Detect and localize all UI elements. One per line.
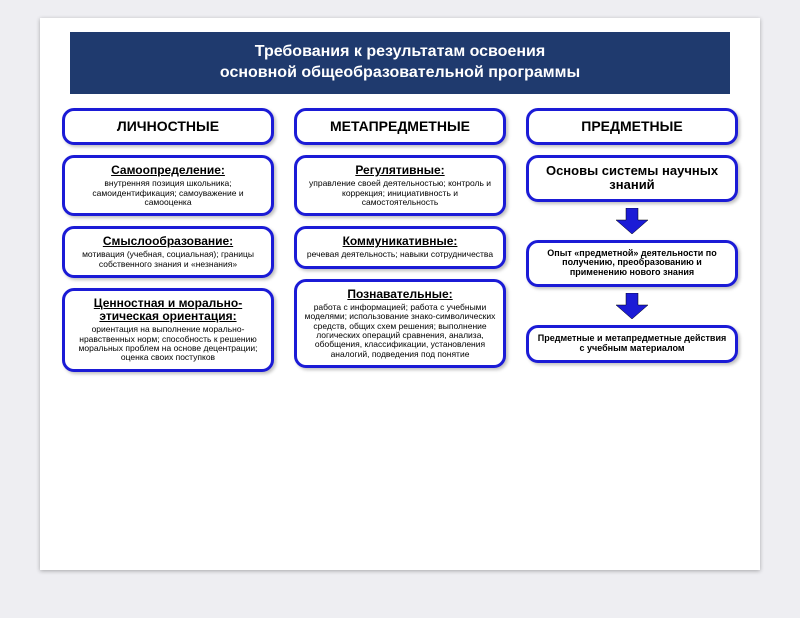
arrow-down-icon [526,208,738,234]
box-communicative: Коммуникативные: речевая деятельность; н… [294,226,506,269]
box-body: речевая деятельность; навыки сотрудничес… [303,250,497,259]
box-title: Смыслообразование: [71,235,265,248]
box-text: Основы системы научных знаний [535,164,729,193]
slide: Требования к результатам освоения основн… [40,18,760,570]
box-title: Коммуникативные: [303,235,497,248]
box-body: внутренняя позиция школьника; самоиденти… [71,179,265,207]
main-title: Требования к результатам освоения основн… [70,32,730,94]
columns-grid: ЛИЧНОСТНЫЕ Самоопределение: внутренняя п… [62,108,738,372]
title-line2: основной общеобразовательной программы [220,64,580,81]
box-body: ориентация на выполнение морально-нравст… [71,325,265,362]
box-self-determination: Самоопределение: внутренняя позиция школ… [62,155,274,216]
box-meaning: Смыслообразование: мотивация (учебная, с… [62,226,274,278]
box-body: мотивация (учебная, социальная); границы… [71,250,265,269]
header-meta: МЕТАПРЕДМЕТНЫЕ [294,108,506,145]
box-title: Регулятивные: [303,164,497,177]
box-title: Познавательные: [303,288,497,301]
box-title: Самоопределение: [71,164,265,177]
box-foundations: Основы системы научных знаний [526,155,738,202]
box-experience: Опыт «предметной» деятельности по получе… [526,240,738,288]
col-personal: ЛИЧНОСТНЫЕ Самоопределение: внутренняя п… [62,108,274,372]
arrow-down-icon [526,293,738,319]
col-meta: МЕТАПРЕДМЕТНЫЕ Регулятивные: управление … [294,108,506,372]
box-text: Опыт «предметной» деятельности по получе… [535,249,729,279]
box-body: управление своей деятельностью; контроль… [303,179,497,207]
box-actions: Предметные и метапредметные действия с у… [526,325,738,363]
header-subject: ПРЕДМЕТНЫЕ [526,108,738,145]
box-cognitive: Познавательные: работа с информацией; ра… [294,279,506,368]
box-text: Предметные и метапредметные действия с у… [535,334,729,354]
col-subject: ПРЕДМЕТНЫЕ Основы системы научных знаний… [526,108,738,372]
box-body: работа с информацией; работа с учебными … [303,303,497,359]
box-regulatory: Регулятивные: управление своей деятельно… [294,155,506,216]
header-personal: ЛИЧНОСТНЫЕ [62,108,274,145]
box-moral: Ценностная и морально-этическая ориентац… [62,288,274,372]
title-line1: Требования к результатам освоения [255,43,545,60]
box-title: Ценностная и морально-этическая ориентац… [71,297,265,323]
